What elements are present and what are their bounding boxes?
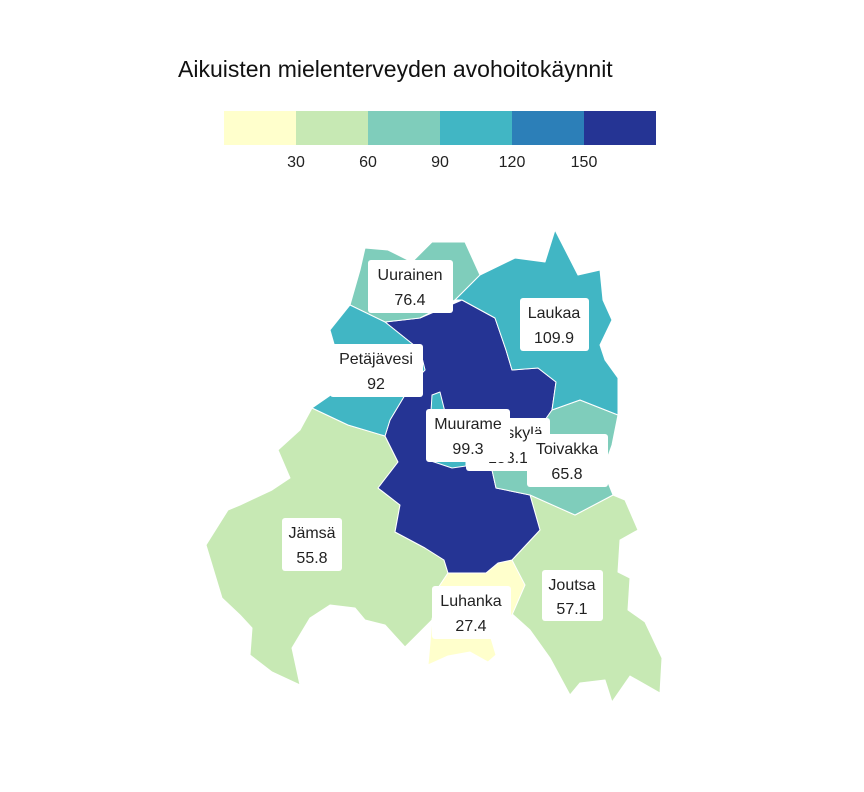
- label-luhanka-name: Luhanka: [440, 593, 501, 610]
- label-jamsa: Jämsä 55.8: [282, 518, 342, 571]
- legend-swatch-3: [368, 111, 440, 145]
- label-muurame: Muurame 99.3: [426, 409, 510, 462]
- label-luhanka-value: 27.4: [455, 618, 486, 635]
- label-petajavesi: Petäjävesi 92: [330, 344, 423, 397]
- label-laukaa-value: 109.9: [534, 330, 574, 347]
- label-toivakka-name: Toivakka: [536, 441, 598, 458]
- label-joutsa-name: Joutsa: [548, 577, 595, 594]
- label-toivakka: Toivakka 65.8: [527, 434, 608, 487]
- label-toivakka-value: 65.8: [551, 466, 582, 483]
- label-uurainen: Uurainen 76.4: [368, 260, 453, 313]
- label-joutsa-value: 57.1: [556, 601, 587, 618]
- label-muurame-value: 99.3: [452, 441, 483, 458]
- label-petajavesi-name: Petäjävesi: [339, 351, 413, 368]
- label-laukaa-name: Laukaa: [528, 305, 581, 322]
- legend-tick-30: 30: [287, 154, 305, 171]
- label-jamsa-name: Jämsä: [288, 525, 335, 542]
- map-title: Aikuisten mielenterveyden avohoitokäynni…: [178, 56, 613, 82]
- label-uurainen-value: 76.4: [394, 292, 425, 309]
- label-laukaa: Laukaa 109.9: [520, 298, 589, 351]
- legend-tick-60: 60: [359, 154, 377, 171]
- label-jamsa-value: 55.8: [296, 550, 327, 567]
- legend-tick-150: 150: [570, 154, 598, 171]
- label-joutsa: Joutsa 57.1: [542, 570, 603, 621]
- label-uurainen-name: Uurainen: [378, 267, 443, 284]
- legend-swatch-6: [584, 111, 656, 145]
- legend-swatch-5: [512, 111, 584, 145]
- legend-tick-90: 90: [431, 154, 449, 171]
- legend-swatch-2: [296, 111, 368, 145]
- label-muurame-name: Muurame: [434, 416, 502, 433]
- legend-swatch-4: [440, 111, 512, 145]
- label-luhanka: Luhanka 27.4: [432, 586, 511, 639]
- legend-swatch-1: [224, 111, 296, 145]
- label-petajavesi-value: 92: [367, 376, 385, 393]
- legend-tick-120: 120: [498, 154, 526, 171]
